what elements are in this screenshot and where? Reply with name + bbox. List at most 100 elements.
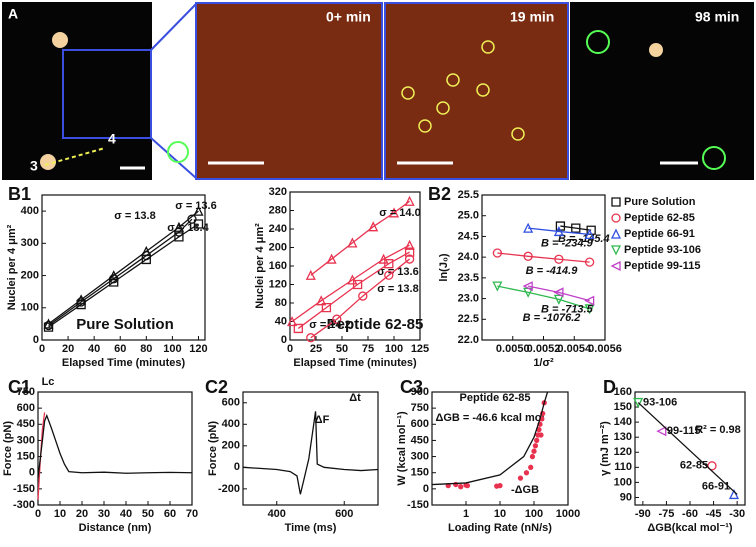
marker — [193, 205, 204, 216]
series-label: σ = 14.2 — [309, 319, 350, 331]
series-line — [497, 285, 590, 310]
marker — [492, 248, 503, 258]
marker — [531, 448, 537, 454]
x-tick-label: 400 — [268, 508, 286, 520]
y-tick-label: 750 — [411, 402, 429, 414]
y-tick-label: 900 — [411, 386, 429, 398]
y-tick-label: 750 — [17, 386, 35, 398]
marker — [352, 279, 363, 290]
series-line — [48, 223, 199, 328]
y-tick-label: 100 — [614, 476, 632, 488]
y-tick-label: 300 — [21, 237, 39, 249]
marker — [76, 294, 87, 305]
marker — [326, 253, 337, 264]
series-label: σ = 14.0 — [379, 207, 420, 219]
afm-image — [570, 2, 754, 180]
x-tick-label: 70 — [186, 508, 198, 520]
marker — [584, 228, 595, 240]
series-line — [527, 285, 590, 302]
frame-label: 98 min — [695, 9, 739, 25]
marker — [728, 488, 740, 500]
series-label: σ = 13.4 — [167, 222, 209, 234]
series-label: σ = 13.6 — [175, 200, 216, 212]
marker — [534, 437, 540, 444]
afm-image — [195, 2, 383, 180]
annotation: R² = 0.98 — [695, 424, 741, 436]
marker — [358, 291, 368, 301]
legend-label: Peptide 99-115 — [624, 260, 700, 272]
x-tick-label: 20 — [76, 508, 88, 520]
y-tick-label: 160 — [614, 386, 632, 398]
marker — [522, 281, 533, 292]
x-tick-label: 30 — [98, 508, 110, 520]
y-tick-label: 22.0 — [458, 334, 479, 346]
marker — [404, 247, 415, 257]
marker — [316, 295, 327, 306]
marker — [187, 214, 197, 224]
marker — [610, 228, 622, 239]
series-line — [48, 210, 199, 325]
slope-label: B = -414.9 — [526, 265, 579, 277]
x-tick-label: 0.0050 — [496, 343, 530, 355]
y-tick-label: 400 — [21, 205, 39, 217]
x-tick-label: 0.0054 — [557, 343, 592, 355]
frame-label: 0+ min — [326, 9, 371, 25]
mark-label: 3 — [30, 158, 38, 174]
marker — [388, 207, 400, 218]
marker — [464, 482, 471, 489]
marker — [404, 239, 415, 250]
x-axis-label: Elapsed Time (minutes) — [293, 357, 417, 369]
x-tick-label: 50 — [142, 508, 154, 520]
marker — [555, 221, 566, 231]
series-line — [431, 391, 549, 486]
y-axis-label: Force (pN) — [2, 421, 14, 476]
panel-label: D — [603, 377, 616, 397]
slope-label: B = -234.9 — [541, 237, 594, 249]
marker — [458, 484, 464, 490]
x-tick-label: 60 — [114, 343, 126, 355]
x-tick-label: 50 — [336, 343, 348, 355]
marker — [656, 426, 667, 437]
marker — [584, 257, 595, 267]
marker — [571, 223, 581, 233]
marker — [141, 254, 151, 265]
y-tick-label: -150 — [13, 483, 35, 495]
nuclei-circles — [401, 40, 525, 141]
slope-label: B = -713.5 — [541, 304, 594, 316]
afm-image — [384, 2, 569, 180]
y-tick-label: 150 — [411, 467, 429, 479]
y-tick-label: 300 — [17, 434, 35, 446]
y-tick-label: 24.0 — [458, 251, 479, 263]
series-label: σ = 13.8 — [114, 210, 155, 222]
y-tick-label: 600 — [17, 402, 35, 414]
y-tick-label: 22.5 — [458, 313, 479, 325]
y-tick-label: 90 — [620, 491, 632, 503]
series-line — [291, 244, 410, 323]
zoom-line — [150, 137, 197, 179]
frame-label: 19 min — [510, 9, 554, 25]
x-tick-label: 75 — [362, 343, 374, 355]
y-axis-label: Nuclei per 4 μm² — [254, 223, 266, 309]
y-tick-label: 120 — [614, 446, 632, 458]
marker — [610, 245, 622, 256]
y-tick-label: 0 — [33, 334, 39, 346]
y-tick-label: 600 — [222, 397, 240, 409]
plot-frame — [41, 194, 206, 341]
y-tick-label: 0 — [281, 334, 287, 346]
x-tick-label: 100 — [525, 508, 543, 520]
x-axis-label: Time (ms) — [285, 522, 337, 534]
annotation: Peptide 62-85 — [460, 392, 531, 404]
path — [44, 147, 106, 166]
marker — [384, 270, 394, 280]
series-line — [297, 251, 410, 329]
marker — [76, 299, 86, 310]
x-axis-label: ΔGB(kcal mol⁻¹) — [647, 522, 733, 534]
y-tick-label: 160 — [269, 260, 287, 272]
y-tick-label: 450 — [411, 434, 429, 446]
legend-label: Pure Solution — [624, 196, 696, 208]
zoom-line — [150, 3, 197, 51]
x-tick-label: 120 — [189, 343, 207, 355]
legend-label: Peptide 62-85 — [624, 212, 695, 224]
panel-label: C3 — [400, 377, 423, 397]
annotation: Pure Solution — [76, 316, 174, 333]
